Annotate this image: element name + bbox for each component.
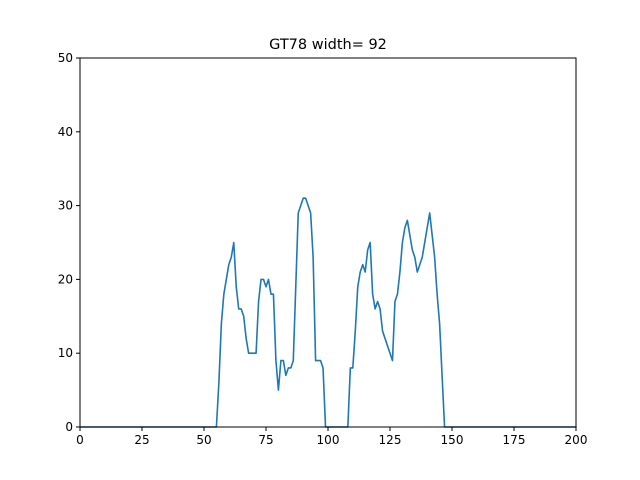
x-tick-label: 125	[379, 433, 402, 447]
y-tick-label: 50	[58, 51, 73, 65]
y-axis: 0 10 20 30 40 50	[58, 51, 80, 434]
x-tick-label: 75	[258, 433, 273, 447]
x-tick-label: 0	[76, 433, 84, 447]
x-tick-label: 175	[503, 433, 526, 447]
y-tick-label: 30	[58, 199, 73, 213]
x-tick-label: 50	[196, 433, 211, 447]
y-tick-label: 40	[58, 125, 73, 139]
x-axis: 0 25 50 75 100 125 150 175 200	[76, 427, 587, 447]
y-tick-label: 10	[58, 346, 73, 360]
x-tick-label: 100	[317, 433, 340, 447]
chart-title: GT78 width= 92	[269, 37, 387, 53]
y-tick-label: 20	[58, 272, 73, 286]
x-tick-label: 200	[565, 433, 588, 447]
plot-area	[79, 197, 577, 428]
series-line	[79, 197, 577, 428]
x-tick-label: 25	[134, 433, 149, 447]
x-tick-label: 150	[441, 433, 464, 447]
y-tick-label: 0	[65, 420, 73, 434]
axes-frame	[79, 57, 577, 428]
